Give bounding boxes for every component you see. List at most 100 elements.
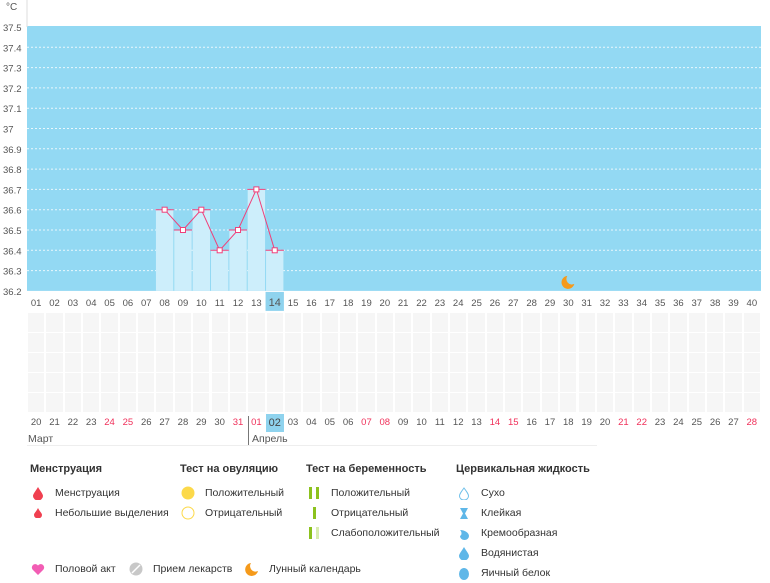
- symptom-cell[interactable]: [138, 333, 155, 352]
- symptom-cell[interactable]: [28, 393, 45, 412]
- symptom-cell[interactable]: [248, 373, 265, 392]
- symptom-cell[interactable]: [101, 373, 118, 392]
- symptom-cell[interactable]: [596, 333, 614, 352]
- symptom-cell[interactable]: [64, 353, 82, 372]
- symptom-cell[interactable]: [560, 313, 577, 332]
- symptom-cell[interactable]: [229, 393, 247, 412]
- symptom-cell[interactable]: [321, 313, 338, 332]
- calendar-date[interactable]: 22: [636, 417, 647, 428]
- calendar-date[interactable]: 26: [709, 417, 721, 428]
- symptom-cell[interactable]: [395, 373, 412, 392]
- symptom-cell[interactable]: [725, 313, 742, 332]
- symptom-cell[interactable]: [688, 313, 705, 332]
- symptom-cell[interactable]: [541, 333, 559, 352]
- calendar-date[interactable]: 21: [618, 417, 629, 428]
- symptom-cell[interactable]: [248, 333, 265, 352]
- symptom-cell[interactable]: [395, 333, 412, 352]
- symptom-cell[interactable]: [395, 353, 412, 372]
- calendar-date[interactable]: 25: [691, 417, 703, 428]
- symptom-cell[interactable]: [358, 393, 375, 412]
- symptom-cell[interactable]: [28, 333, 45, 352]
- symptom-cell[interactable]: [64, 333, 82, 352]
- calendar-date[interactable]: 24: [104, 417, 115, 428]
- calendar-date[interactable]: 22: [67, 417, 79, 428]
- calendar-date[interactable]: 29: [196, 417, 207, 428]
- symptom-cell[interactable]: [596, 313, 614, 332]
- symptom-cell[interactable]: [413, 393, 430, 412]
- symptom-cell[interactable]: [266, 313, 283, 332]
- symptom-cell[interactable]: [339, 333, 357, 352]
- symptom-cell[interactable]: [156, 373, 173, 392]
- symptom-cell[interactable]: [321, 373, 338, 392]
- symptom-cell[interactable]: [615, 353, 632, 372]
- calendar-date[interactable]: 17: [544, 417, 556, 428]
- symptom-cell[interactable]: [83, 373, 100, 392]
- symptom-cell[interactable]: [64, 313, 82, 332]
- symptom-cell[interactable]: [450, 313, 467, 332]
- symptom-cell[interactable]: [413, 313, 430, 332]
- symptom-cell[interactable]: [339, 313, 357, 332]
- symptom-cell[interactable]: [174, 333, 192, 352]
- symptom-cell[interactable]: [376, 353, 393, 372]
- symptom-cell[interactable]: [670, 353, 687, 372]
- calendar-date[interactable]: 28: [177, 417, 189, 428]
- symptom-cell[interactable]: [138, 373, 155, 392]
- symptom-cell[interactable]: [211, 353, 228, 372]
- symptom-cell[interactable]: [578, 333, 595, 352]
- symptom-cell[interactable]: [505, 373, 522, 392]
- symptom-cell[interactable]: [64, 373, 82, 392]
- symptom-cell[interactable]: [486, 353, 504, 372]
- symptom-cell[interactable]: [725, 333, 742, 352]
- symptom-cell[interactable]: [119, 393, 137, 412]
- symptom-cell[interactable]: [486, 393, 504, 412]
- symptom-cell[interactable]: [633, 333, 650, 352]
- symptom-cell[interactable]: [303, 393, 320, 412]
- calendar-date[interactable]: 30: [214, 417, 225, 428]
- calendar-date[interactable]: 07: [361, 417, 372, 428]
- symptom-cell[interactable]: [468, 393, 485, 412]
- symptom-cell[interactable]: [743, 373, 760, 392]
- symptom-cell[interactable]: [725, 373, 742, 392]
- symptom-cell[interactable]: [119, 313, 137, 332]
- symptom-cell[interactable]: [578, 373, 595, 392]
- symptom-cell[interactable]: [560, 353, 577, 372]
- calendar-date[interactable]: 05: [324, 417, 336, 428]
- symptom-cell[interactable]: [284, 393, 302, 412]
- calendar-date[interactable]: 13: [471, 417, 482, 428]
- symptom-cell[interactable]: [706, 353, 724, 372]
- symptom-cell[interactable]: [505, 313, 522, 332]
- symptom-cell[interactable]: [376, 373, 393, 392]
- symptom-cell[interactable]: [211, 313, 228, 332]
- calendar-date[interactable]: 20: [599, 417, 611, 428]
- symptom-cell[interactable]: [303, 373, 320, 392]
- calendar-date[interactable]: 21: [49, 417, 60, 428]
- symptom-cell[interactable]: [541, 353, 559, 372]
- symptom-cell[interactable]: [468, 313, 485, 332]
- calendar-date[interactable]: 14: [489, 417, 501, 428]
- symptom-cell[interactable]: [743, 333, 760, 352]
- calendar-date[interactable]: 03: [287, 417, 299, 428]
- calendar-date[interactable]: 24: [673, 417, 684, 428]
- symptom-cell[interactable]: [560, 393, 577, 412]
- symptom-cell[interactable]: [706, 333, 724, 352]
- symptom-cell[interactable]: [156, 353, 173, 372]
- symptom-cell[interactable]: [670, 313, 687, 332]
- symptom-cell[interactable]: [431, 333, 449, 352]
- calendar-date[interactable]: 26: [140, 417, 152, 428]
- symptom-cell[interactable]: [505, 333, 522, 352]
- symptom-cell[interactable]: [651, 353, 669, 372]
- calendar-date[interactable]: 06: [342, 417, 354, 428]
- symptom-cell[interactable]: [651, 373, 669, 392]
- symptom-cell[interactable]: [431, 393, 449, 412]
- symptom-cell[interactable]: [395, 313, 412, 332]
- symptom-cell[interactable]: [413, 353, 430, 372]
- symptom-cell[interactable]: [83, 313, 100, 332]
- symptom-cell[interactable]: [321, 353, 338, 372]
- symptom-cell[interactable]: [174, 353, 192, 372]
- symptom-cell[interactable]: [101, 353, 118, 372]
- symptom-cell[interactable]: [156, 313, 173, 332]
- symptom-cell[interactable]: [156, 393, 173, 412]
- calendar-date[interactable]: 15: [507, 417, 519, 428]
- symptom-cell[interactable]: [266, 353, 283, 372]
- symptom-cell[interactable]: [174, 313, 192, 332]
